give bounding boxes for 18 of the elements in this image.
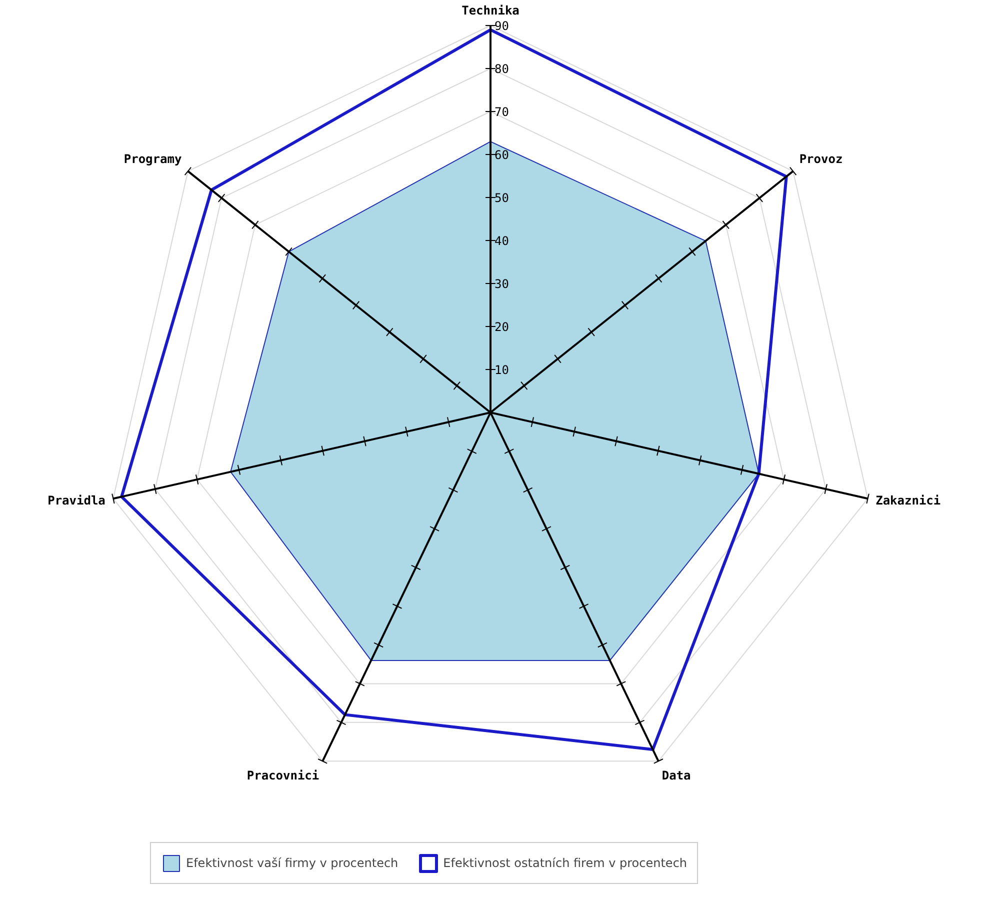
spoke-label: Pravidla xyxy=(48,493,106,508)
y-tick-label: 60 xyxy=(494,148,509,162)
spoke-label: Technika xyxy=(462,4,520,18)
spoke-label: Programy xyxy=(124,152,182,166)
spoke-label: Data xyxy=(662,768,691,782)
spoke-label: Pracovnici xyxy=(246,768,320,782)
y-tick-label: 90 xyxy=(494,19,509,33)
legend-label: Efektivnost ostatních firem v procentech xyxy=(443,856,688,870)
legend-label: Efektivnost vaší firmy v procentech xyxy=(186,856,398,870)
y-tick-label: 40 xyxy=(494,234,509,248)
y-tick-label: 70 xyxy=(494,105,509,119)
y-tick-label: 20 xyxy=(494,320,509,334)
y-tick-label: 30 xyxy=(494,277,509,291)
y-tick-label: 50 xyxy=(494,191,509,205)
y-tick-label: 80 xyxy=(494,62,509,76)
spoke-label: Provoz xyxy=(799,152,843,166)
spoke-label: Zakaznici xyxy=(876,493,941,508)
y-tick-label: 10 xyxy=(494,363,509,377)
